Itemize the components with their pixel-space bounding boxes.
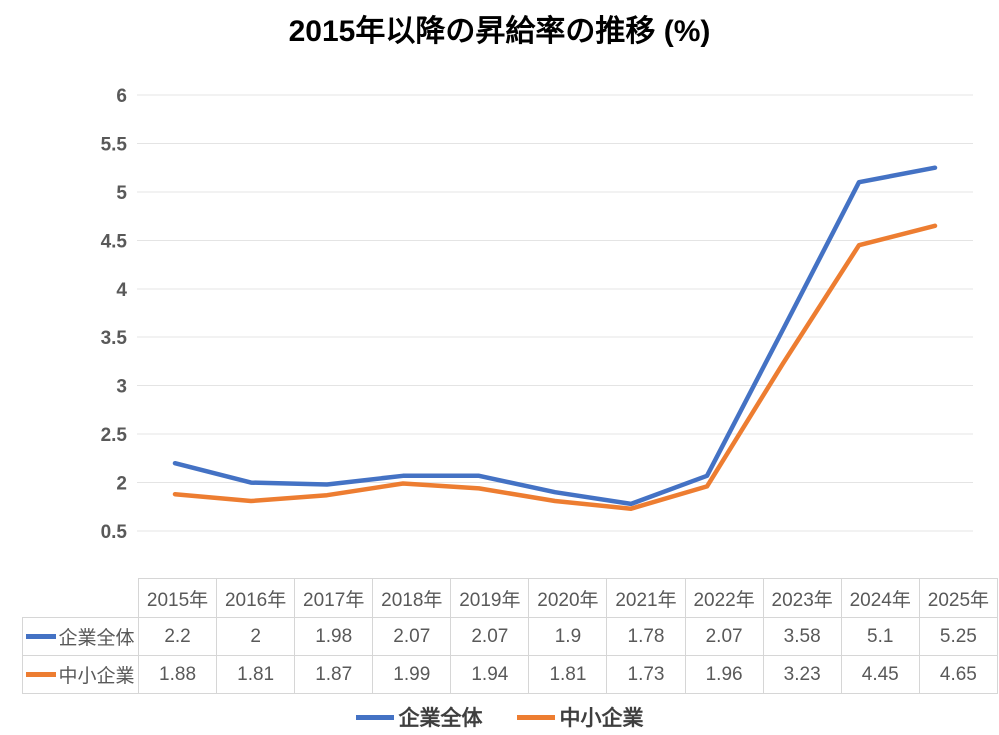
y-axis-tick-label: 2 [116,474,127,495]
table-year-header: 2024年 [840,578,920,618]
y-axis-tick-label: 3 [116,377,127,398]
row-line-swatch [26,634,57,639]
table-value-cell: 3.58 [762,617,842,656]
table-year-header: 2020年 [528,578,608,618]
table-value-cell: 2.07 [684,617,764,656]
table-value-cell: 1.81 [216,655,296,694]
table-year-header: 2019年 [450,578,530,618]
table-value-cell: 1.81 [528,655,608,694]
table-year-header: 2017年 [294,578,374,618]
series-line-sme [172,223,938,511]
y-axis-tick-label: 5 [116,183,127,204]
table-value-cell: 1.98 [294,617,374,656]
legend-line-swatch-blue [355,714,394,720]
table-value-cell: 1.78 [606,617,686,656]
y-axis-tick-label: 6 [116,86,127,107]
row-label-text: 企業全体 [58,628,135,649]
y-axis-tick-label: 2.5 [101,425,128,446]
table-value-cell: 1.99 [372,655,452,694]
row-label-text: 中小企業 [58,666,135,687]
table-value-cell: 4.45 [840,655,920,694]
table-value-cell: 5.1 [840,617,920,656]
y-axis-tick-label: 5.5 [101,134,128,155]
table-corner-cell [23,579,139,618]
table-row: 企業全体 2.2 2 1.98 2.07 2.07 1.9 1.78 2.07 3.58 5.1 5.… [22,617,999,656]
table-value-cell: 3.23 [762,655,842,694]
y-axis-tick-label: 4.5 [101,231,128,252]
table-row-label: 企業全体 [22,617,139,656]
legend-item-all-companies: 企業全体 [355,702,483,732]
table-value-cell: 1.96 [684,655,764,694]
series-line-all-companies [172,165,938,507]
y-axis-tick-label: 4 [116,280,127,301]
table-header-row: 2015年 2016年 2017年 2018年 2019年 2020年 2021年 2022年… [23,578,999,618]
table-year-header: 2015年 [137,578,218,618]
chart-legend: 企業全体 中小企業 [0,702,999,732]
table-year-header: 2018年 [372,578,452,618]
table-value-cell: 1.73 [606,655,686,694]
table-value-cell: 5.25 [918,617,999,656]
chart-title: 2015年以降の昇給率の推移 (%) [288,15,711,48]
table-row-label: 中小企業 [22,655,139,694]
legend-line-swatch-orange [516,714,555,720]
table-year-header: 2022年 [684,578,764,618]
table-value-cell: 2 [216,617,296,656]
table-value-cell: 1.9 [528,617,608,656]
table-value-cell: 2.07 [450,617,530,656]
table-value-cell: 1.88 [137,655,218,694]
table-value-cell: 1.94 [450,655,530,694]
data-table: 2015年 2016年 2017年 2018年 2019年 2020年 2021年 2022年… [22,578,999,694]
y-axis-tick-label: 3.5 [101,328,128,349]
legend-item-sme: 中小企業 [516,702,644,732]
legend-label: 企業全体 [398,707,483,730]
table-value-cell: 2.2 [137,617,218,656]
table-year-header: 2023年 [762,578,842,618]
table-value-cell: 4.65 [918,655,999,694]
table-year-header: 2016年 [216,578,296,618]
row-line-swatch [26,672,57,677]
table-value-cell: 1.87 [294,655,374,694]
table-row: 中小企業 1.88 1.81 1.87 1.99 1.94 1.81 1.73 1.96 3.23… [22,655,999,694]
table-value-cell: 2.07 [372,617,452,656]
line-chart-plot-area: 6 5.5 5 4.5 4 3.5 3 2.5 2 0.5 [101,86,973,543]
table-year-header: 2025年 [918,578,999,618]
table-year-header: 2021年 [606,578,686,618]
y-axis-tick-label: 0.5 [101,522,128,543]
legend-label: 中小企業 [559,707,644,730]
